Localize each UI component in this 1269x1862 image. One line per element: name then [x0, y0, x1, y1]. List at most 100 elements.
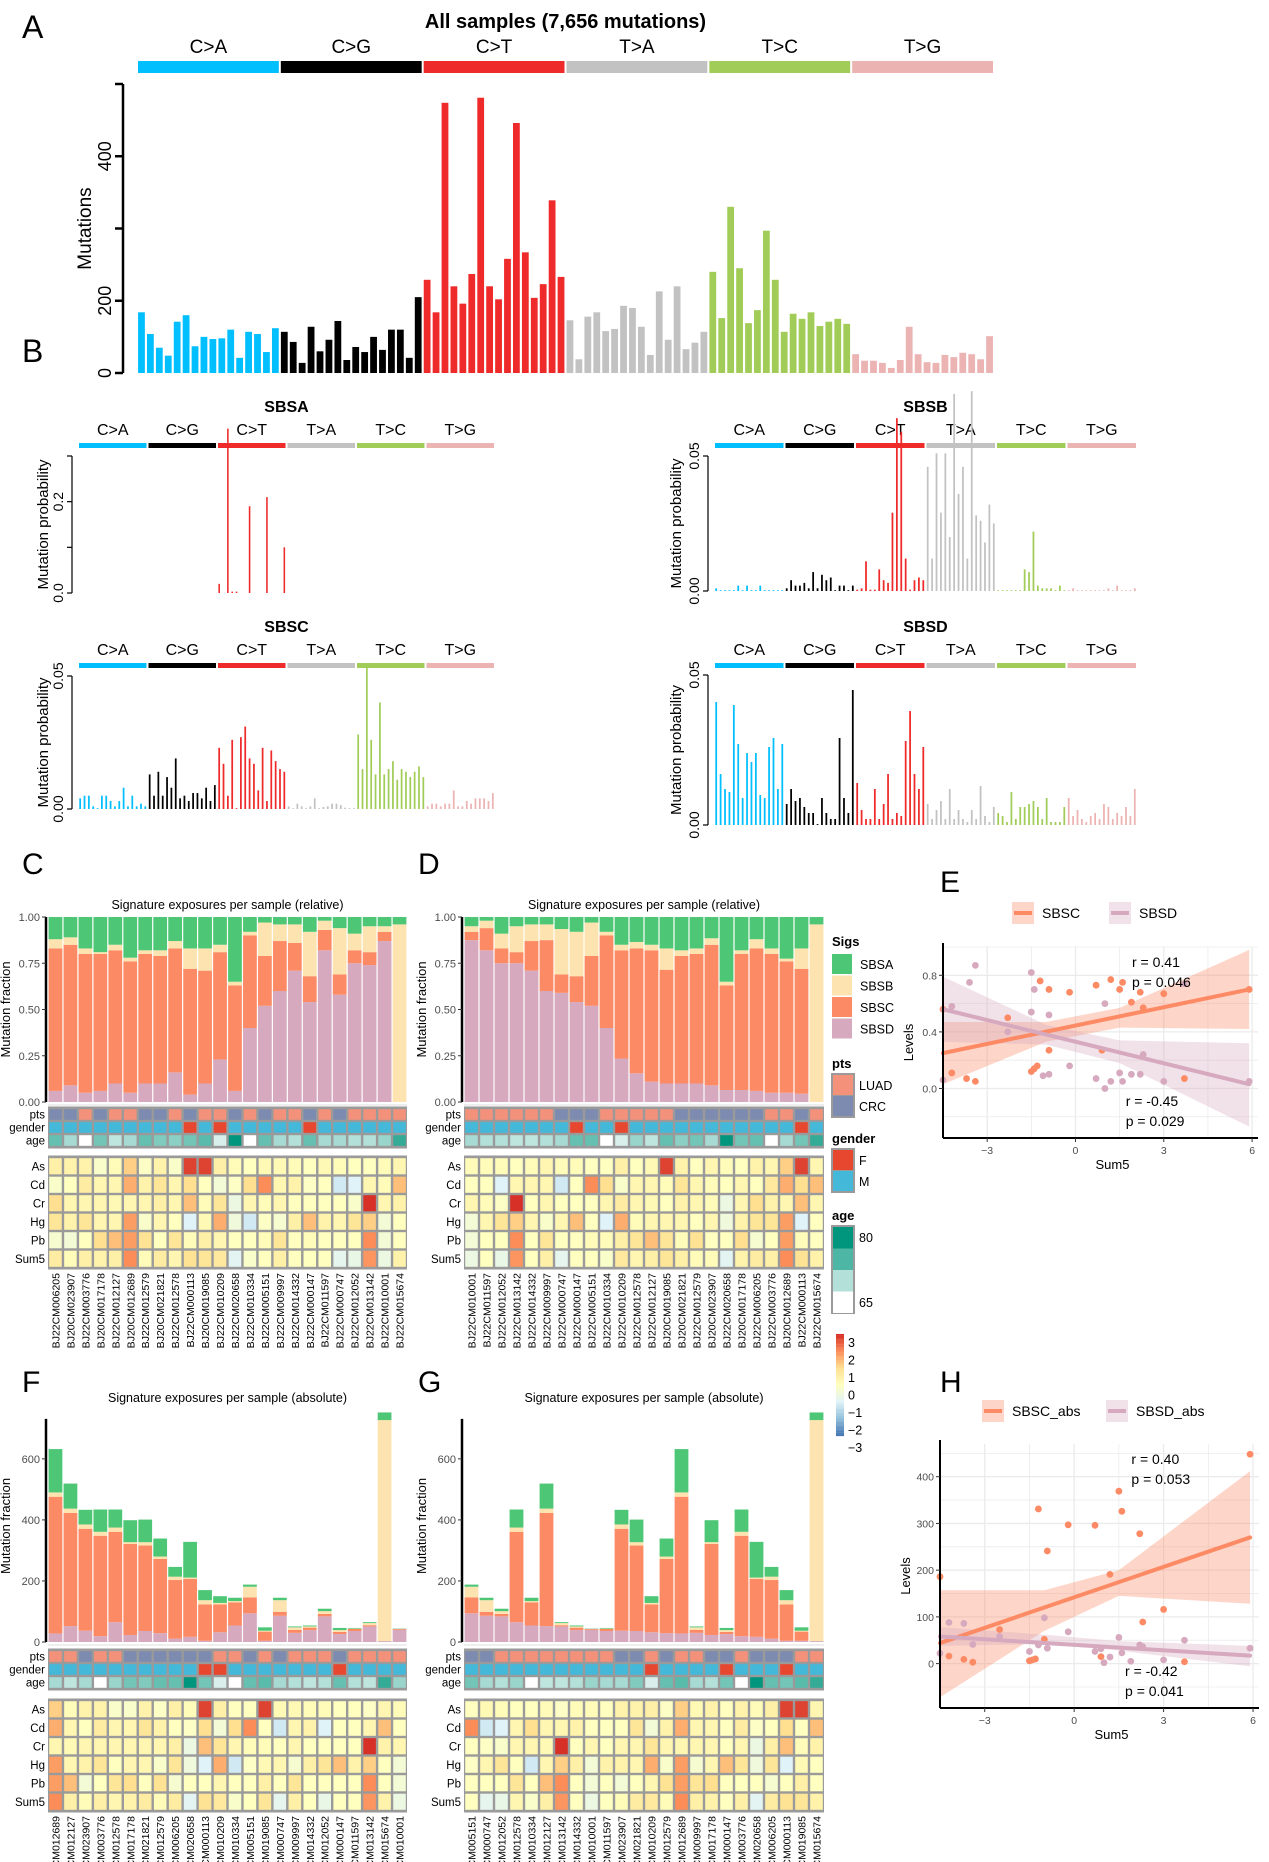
- x-tick-label: 6: [1249, 1145, 1255, 1157]
- colorbar-step: [836, 1430, 844, 1433]
- bar: [248, 506, 251, 593]
- bar: [781, 744, 784, 825]
- bar: [92, 806, 95, 809]
- track-cell: [690, 1122, 703, 1133]
- bar: [922, 747, 925, 825]
- heatmap-cell: [570, 1701, 583, 1718]
- stacked-bar-segment: [734, 917, 749, 951]
- track-cell: [615, 1664, 628, 1675]
- track-cell: [480, 1135, 493, 1146]
- scatter-point: [1246, 1450, 1254, 1458]
- track-cell: [168, 1651, 182, 1662]
- track-cell: [183, 1677, 197, 1688]
- track-cell: [765, 1664, 778, 1675]
- stacked-bar-segment: [674, 1496, 689, 1634]
- legend-panel: SigsSBSASBSBSBSCSBSDptsLUADCRCgenderFMag…: [831, 934, 894, 1455]
- track-cell: [123, 1122, 137, 1133]
- y-tick-label: 0.05: [50, 662, 66, 689]
- legend-swatch: [833, 1150, 853, 1170]
- heatmap-cell: [228, 1232, 242, 1249]
- bar: [205, 787, 208, 809]
- bar: [348, 808, 351, 809]
- stacked-bar-segment: [347, 1628, 362, 1632]
- scatter-point: [1004, 1028, 1012, 1036]
- track-cell: [690, 1651, 703, 1662]
- heatmap-cell: [465, 1250, 478, 1267]
- sample-label: BJ22CM003776: [737, 1816, 749, 1862]
- stacked-bar-segment: [198, 970, 212, 1084]
- bar: [365, 665, 368, 809]
- y-tick-label: 0.8: [922, 970, 937, 982]
- heatmap-cell: [705, 1176, 718, 1193]
- bar: [873, 589, 876, 591]
- heatmap-cell: [630, 1158, 643, 1175]
- colorbar-step: [836, 1385, 844, 1387]
- bar: [896, 359, 904, 373]
- track-cell: [378, 1651, 391, 1662]
- track-cell: [213, 1135, 227, 1146]
- stacked-bar-segment: [48, 1090, 63, 1102]
- track-cell: [258, 1651, 272, 1662]
- bar: [741, 798, 744, 825]
- heatmap-cell: [273, 1719, 287, 1736]
- track-cell: [720, 1109, 733, 1120]
- stacked-bar-segment: [198, 948, 212, 971]
- track-cell: [138, 1677, 152, 1688]
- bar: [941, 354, 949, 373]
- stacked-bar-segment: [674, 1449, 689, 1493]
- bar: [1116, 813, 1119, 825]
- stacked-bar-segment: [228, 1601, 242, 1603]
- bar: [183, 795, 186, 809]
- track-cell: [243, 1122, 257, 1133]
- heatmap-cell: [630, 1756, 643, 1773]
- sample-label: BJ22CM005151: [245, 1816, 257, 1862]
- heatmap-row-label: Hg: [446, 1760, 461, 1772]
- bar: [1014, 590, 1017, 591]
- heatmap-cell: [720, 1738, 733, 1755]
- bar: [396, 779, 399, 809]
- sample-label: BJ22CM012579: [662, 1816, 674, 1862]
- legend-label: 65: [859, 1296, 873, 1310]
- stacked-bar-segment: [749, 1090, 764, 1102]
- sample-label: BJ22CM020658: [185, 1816, 197, 1862]
- heatmap-cell: [690, 1738, 703, 1755]
- stacked-bar-segment: [599, 917, 614, 932]
- stacked-bar-segment: [704, 944, 719, 1086]
- track-cell: [735, 1109, 748, 1120]
- age-gradient-step: [833, 1270, 853, 1292]
- scatter-point: [971, 1078, 979, 1085]
- heatmap-cell: [348, 1701, 361, 1718]
- sample-label: BJ22CM010209: [215, 1816, 227, 1862]
- bar: [309, 806, 312, 809]
- stacked-bar-segment: [584, 917, 599, 923]
- correlation-p: p = 0.053: [1131, 1471, 1190, 1487]
- track-label: age: [442, 1678, 461, 1690]
- heatmap-cell: [258, 1213, 272, 1230]
- heatmap-cell: [393, 1719, 406, 1736]
- stacked-bar-segment: [524, 1601, 539, 1603]
- x-tick-label: −3: [981, 1145, 993, 1157]
- bar: [283, 547, 286, 593]
- heatmap-cell: [303, 1719, 317, 1736]
- heatmap-cell: [138, 1738, 152, 1755]
- heatmap-cell: [378, 1232, 391, 1249]
- category-strip: [566, 61, 708, 73]
- bar: [923, 362, 931, 373]
- stacked-bar-segment: [213, 1602, 227, 1605]
- heatmap-cell: [480, 1158, 493, 1175]
- track-cell: [525, 1135, 538, 1146]
- bar: [878, 819, 881, 825]
- y-tick-label: 1.00: [19, 912, 40, 924]
- heatmap-cell: [333, 1232, 346, 1249]
- stacked-bar-segment: [183, 1577, 197, 1579]
- stacked-bar-segment: [198, 1083, 212, 1102]
- heatmap-cell: [795, 1719, 808, 1736]
- track-label: age: [26, 1678, 45, 1690]
- sample-label: BJ22CM005151: [587, 1273, 599, 1348]
- bar: [763, 590, 766, 591]
- track-cell: [153, 1651, 167, 1662]
- category-strip: [218, 443, 286, 448]
- heatmap-cell: [630, 1775, 643, 1792]
- heatmap-cell: [480, 1195, 493, 1212]
- bar: [325, 339, 333, 373]
